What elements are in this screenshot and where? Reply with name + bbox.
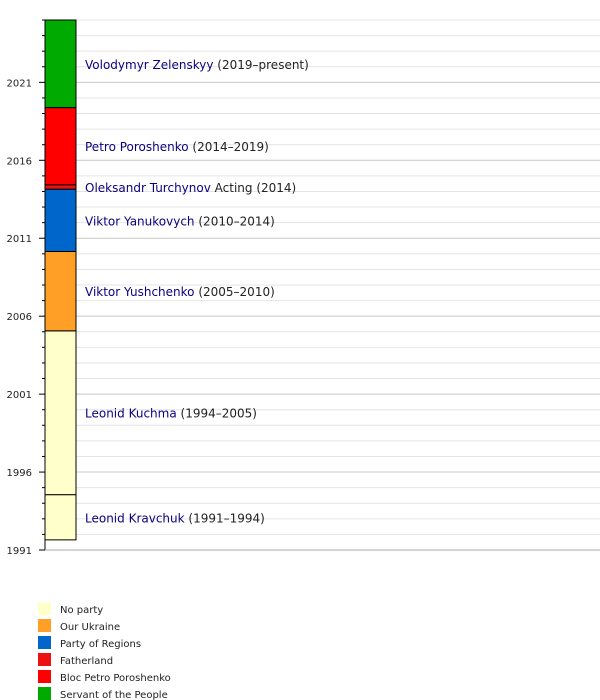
legend-swatch [38,687,51,700]
president-name[interactable]: Leonid Kuchma [85,406,177,420]
term-span: (2019–present) [217,57,309,71]
president-name[interactable]: Viktor Yanukovych [85,214,195,228]
y-tick-label: 2011 [7,234,32,245]
legend-swatch [38,670,51,683]
y-tick-label: 2006 [7,312,32,323]
president-name[interactable]: Volodymyr Zelenskyy [85,57,213,71]
term-bar [44,330,77,496]
term-span: (2005–2010) [198,285,274,299]
legend-swatch [38,636,51,649]
term-label: Oleksandr Turchynov Acting (2014) [85,180,296,194]
president-name[interactable]: Leonid Kravchuk [85,511,185,525]
legend-swatch [38,602,51,615]
term-label: Viktor Yushchenko (2005–2010) [85,285,275,299]
legend-label: Our Ukraine [60,622,120,633]
term-bar [44,494,77,541]
term-label: Viktor Yanukovych (2010–2014) [85,214,275,228]
term-span: (1994–2005) [181,406,257,420]
y-tick-label: 2021 [7,78,32,89]
legend-label: Servant of the People [60,690,168,700]
term-bar [44,188,77,252]
president-name[interactable]: Viktor Yushchenko [85,285,195,299]
term-label: Leonid Kuchma (1994–2005) [85,406,257,420]
term-bar [44,19,77,109]
president-name[interactable]: Oleksandr Turchynov [85,180,211,194]
legend-label: Fatherland [60,656,113,667]
term-bar [44,107,77,186]
term-span: (2014–2019) [192,140,268,154]
y-tick-label: 2016 [7,156,32,167]
president-name[interactable]: Petro Poroshenko [85,140,189,154]
legend-swatch [38,619,51,632]
term-span: Acting (2014) [215,180,297,194]
term-bar [44,250,77,332]
term-span: (2010–2014) [198,214,274,228]
term-span: (1991–1994) [188,511,264,525]
legend-label: Bloc Petro Poroshenko [60,673,171,684]
legend-label: No party [60,605,103,616]
y-tick-label: 2001 [7,390,32,401]
legend-swatch [38,653,51,666]
legend-label: Party of Regions [60,639,141,650]
term-label: Leonid Kravchuk (1991–1994) [85,511,265,525]
y-tick-label: 1991 [7,546,32,557]
term-bar [44,184,77,190]
term-label: Volodymyr Zelenskyy (2019–present) [85,57,309,71]
term-label: Petro Poroshenko (2014–2019) [85,140,269,154]
y-tick-label: 1996 [7,468,32,479]
